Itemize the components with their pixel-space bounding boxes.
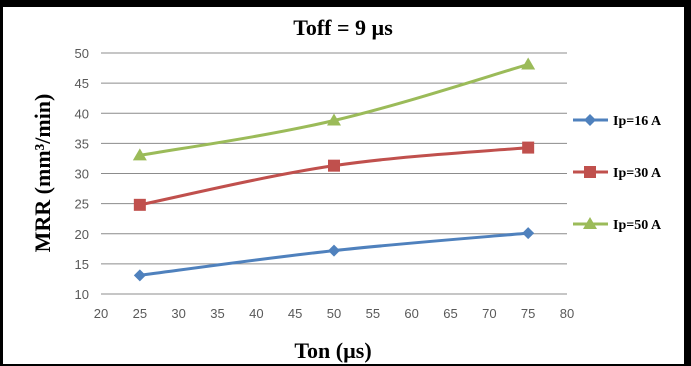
gridlines — [101, 52, 567, 295]
data-point-ip-50-a-25 — [132, 148, 147, 161]
x-tick-label-45: 45 — [288, 306, 302, 321]
x-tick-label-40: 40 — [249, 306, 263, 321]
y-tick-label-10: 10 — [75, 287, 89, 302]
data-point-ip-16-a-75 — [522, 227, 535, 240]
data-point-ip-16-a-50 — [328, 244, 340, 257]
y-axis-title: MRR (mm³/min) — [30, 94, 55, 253]
y-tick-label-45: 45 — [75, 76, 89, 91]
data-point-ip-30-a-75 — [522, 141, 535, 154]
legend-label-ip-30-a: Ip=30 A — [613, 166, 662, 181]
legend: Ip=16 A Ip=30 A Ip=50 A — [573, 114, 662, 233]
y-tick-label-30: 30 — [75, 167, 89, 182]
legend-marker-ip-16-a — [584, 114, 596, 126]
y-tick-label-15: 15 — [75, 257, 89, 272]
x-tick-label-50: 50 — [327, 306, 341, 321]
y-tick-label-50: 50 — [75, 46, 89, 61]
x-tick-label-55: 55 — [366, 306, 380, 321]
y-tick-label-20: 20 — [75, 227, 89, 242]
y-tick-label-40: 40 — [75, 106, 89, 121]
data-point-ip-30-a-25 — [133, 198, 146, 211]
x-tick-label-65: 65 — [443, 306, 457, 321]
y-tick-label-25: 25 — [75, 197, 89, 212]
data-point-ip-30-a-50 — [328, 159, 340, 172]
x-tick-label-80: 80 — [560, 306, 574, 321]
chart-title: Toff = 9 µs — [293, 15, 393, 40]
x-tick-label-35: 35 — [210, 306, 224, 321]
series-lines — [132, 57, 536, 282]
legend-marker-ip-50-a — [583, 217, 597, 229]
series-line-ip-30-a — [139, 146, 529, 207]
x-axis-title: Ton (µs) — [294, 338, 371, 363]
y-tick-label-35: 35 — [75, 136, 89, 151]
series-line-ip-50-a — [139, 63, 529, 157]
x-tick-label-30: 30 — [171, 306, 185, 321]
x-tick-label-20: 20 — [94, 306, 108, 321]
legend-label-ip-16-a: Ip=16 A — [613, 114, 662, 129]
data-point-ip-50-a-75 — [521, 57, 536, 70]
legend-label-ip-50-a: Ip=50 A — [613, 218, 662, 233]
legend-marker-ip-30-a — [584, 166, 596, 178]
x-tick-label-25: 25 — [133, 306, 147, 321]
x-tick-label-75: 75 — [521, 306, 535, 321]
x-tick-label-70: 70 — [482, 306, 496, 321]
x-tick-label-60: 60 — [404, 306, 418, 321]
data-point-ip-50-a-50 — [327, 113, 341, 126]
data-point-ip-16-a-25 — [133, 269, 146, 282]
axes: 10 15 20 25 30 35 40 45 50 20 25 30 35 40 45 50 55 60 65 70… — [75, 46, 575, 321]
